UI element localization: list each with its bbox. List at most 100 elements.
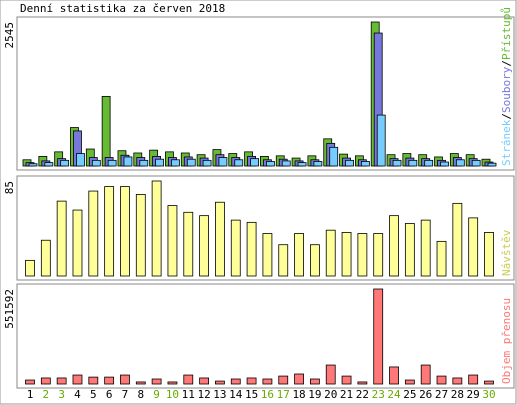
bar [294, 373, 304, 385]
bar [468, 217, 479, 277]
bar [171, 159, 180, 167]
bar [424, 159, 434, 167]
bar [167, 381, 178, 385]
bar [199, 215, 210, 277]
bar [313, 161, 323, 167]
x-tick-label: 5 [90, 388, 97, 401]
panel-frame [16, 283, 515, 389]
bar [120, 374, 130, 385]
x-tick-label: 25 [403, 388, 416, 401]
bar [484, 232, 494, 277]
bar [373, 288, 384, 385]
bar [389, 366, 399, 385]
legend-separator: / [500, 113, 513, 120]
bar [56, 200, 67, 277]
bar [452, 202, 463, 277]
legend-entry: Návštěv [500, 229, 513, 276]
legend-separator: / [500, 60, 513, 67]
x-tick-label: 21 [340, 388, 353, 401]
bar [230, 378, 241, 385]
panel-frame [16, 16, 515, 171]
bar [40, 377, 51, 385]
bar [135, 381, 146, 385]
bar [101, 96, 111, 167]
bar [199, 377, 210, 385]
bar [120, 186, 130, 277]
bar [40, 239, 51, 277]
bar [345, 159, 354, 167]
bar [123, 156, 133, 167]
bar [56, 377, 67, 385]
bar [468, 374, 479, 385]
bar [135, 194, 146, 277]
legend: Návštěv [500, 229, 513, 276]
x-tick-label: 2 [43, 388, 50, 401]
x-tick-label: 4 [74, 388, 81, 401]
bar [357, 233, 368, 277]
bar [455, 159, 465, 167]
bar [357, 381, 368, 385]
bar [440, 161, 449, 167]
bar [404, 379, 415, 385]
bar [44, 162, 54, 167]
x-tick-label: 28 [451, 388, 464, 401]
x-tick-label: 15 [245, 388, 258, 401]
bar [487, 162, 497, 167]
bar [309, 244, 320, 277]
bar [91, 159, 101, 167]
legend-entry: Přístupů [500, 7, 513, 60]
bar [408, 159, 418, 167]
bar [420, 219, 431, 277]
bar [471, 159, 481, 167]
bar [25, 379, 35, 385]
bar [246, 221, 257, 277]
bar [186, 158, 196, 167]
x-tick-label: 22 [356, 388, 369, 401]
bar [341, 232, 352, 277]
bar [297, 162, 307, 167]
bar [278, 375, 289, 385]
x-tick-label: 13 [213, 388, 226, 401]
bar [72, 209, 83, 277]
bar [28, 163, 38, 167]
bar [215, 201, 225, 277]
bar [60, 159, 70, 167]
bar [230, 219, 241, 277]
x-tick-label: 29 [467, 388, 480, 401]
bar [262, 378, 273, 385]
x-tick-label: 11 [182, 388, 195, 401]
x-tick-label: 9 [153, 388, 160, 401]
x-tick-label: 6 [106, 388, 113, 401]
bar [329, 146, 339, 167]
x-tick-label: 7 [122, 388, 129, 401]
bar [360, 161, 370, 167]
x-tick-label: 12 [197, 388, 210, 401]
bar [452, 377, 463, 385]
bar [183, 374, 194, 385]
x-tick-label: 14 [229, 388, 243, 401]
bar [404, 223, 415, 277]
legend: Stránek/Soubory/Přístupů [500, 7, 513, 166]
bar [25, 259, 35, 277]
x-tick-label: 18 [292, 388, 305, 401]
bar [139, 159, 149, 167]
legend-entry: Soubory [500, 66, 513, 113]
x-tick-label: 23 [372, 388, 385, 401]
bar [341, 375, 352, 385]
bar [151, 378, 162, 385]
x-tick-label: 19 [308, 388, 321, 401]
bar [266, 161, 275, 167]
y-tick-label: 2545 [3, 22, 16, 49]
bar [281, 160, 291, 167]
bar [76, 153, 85, 167]
bar [294, 233, 304, 277]
x-tick-label: 16 [261, 388, 274, 401]
x-tick-label: 27 [435, 388, 448, 401]
bar [72, 374, 83, 385]
bar [250, 158, 259, 167]
bar [278, 244, 289, 277]
bar [218, 157, 228, 167]
bar [325, 364, 336, 385]
x-tick-label: 1 [27, 388, 34, 401]
